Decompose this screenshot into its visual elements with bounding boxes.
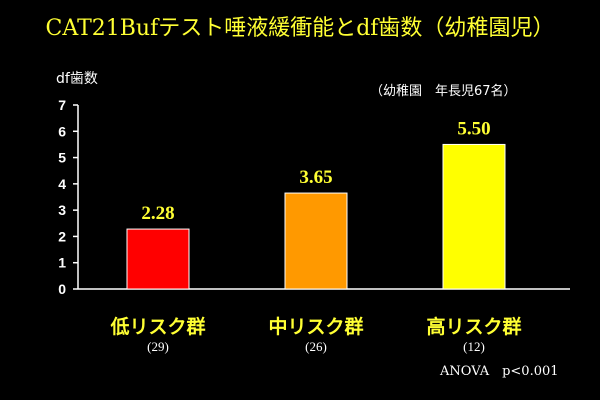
bar	[284, 192, 348, 290]
category-count-label: (29)	[147, 339, 169, 354]
category-label: 中リスク群	[268, 315, 363, 338]
bar	[126, 228, 190, 290]
y-tick-label: 5	[58, 150, 66, 166]
y-axis-label: df歯数	[56, 71, 98, 87]
y-tick-label: 6	[58, 123, 66, 139]
bar-value-label: 2.28	[141, 203, 174, 224]
category-label: 低リスク群	[109, 315, 205, 338]
statistics-footnote: ANOVA p<0.001	[440, 364, 559, 379]
bar	[442, 143, 506, 290]
y-tick-label: 7	[58, 97, 66, 113]
y-tick-label: 1	[58, 255, 66, 271]
category-label: 高リスク群	[426, 315, 521, 338]
category-count-label: (26)	[305, 339, 327, 354]
bar-value-label: 5.50	[457, 118, 490, 139]
y-tick-label: 3	[58, 202, 66, 218]
y-tick-label: 0	[58, 281, 66, 297]
y-tick-label: 4	[58, 176, 66, 192]
chart-title: CAT21Bufテスト唾液緩衝能とdf歯数（幼稚園児）	[45, 16, 555, 41]
bar-value-label: 3.65	[299, 167, 332, 188]
y-tick-label: 2	[58, 228, 66, 244]
chart-subtitle: （幼稚園 年長児67名）	[370, 84, 517, 99]
category-count-label: (12)	[463, 339, 485, 354]
